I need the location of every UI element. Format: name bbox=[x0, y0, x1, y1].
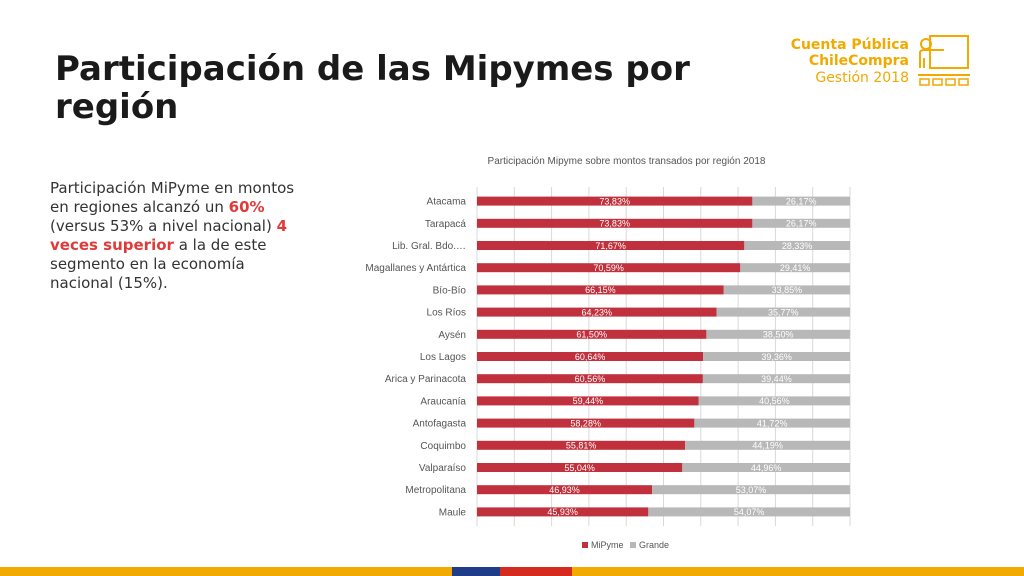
bar-grande bbox=[723, 285, 850, 295]
bar-grande bbox=[652, 485, 850, 495]
bar-mipyme bbox=[477, 263, 741, 273]
summary-text-part-3: a la de este segmento en la economía nac… bbox=[50, 236, 267, 292]
summary-highlight-times: 4 veces superior bbox=[50, 217, 288, 254]
bar-mipyme bbox=[477, 241, 745, 250]
bar-grande bbox=[698, 396, 850, 406]
chart-plot: Atacama 73,83% 26,17% Tarapacá 73,83% 26,17% L… bbox=[365, 187, 851, 550]
bottom-bar-segment bbox=[0, 567, 452, 576]
bar-mipyme bbox=[477, 196, 753, 206]
presenter-icon bbox=[918, 35, 970, 86]
category-label: Valparaíso bbox=[419, 463, 467, 474]
data-label: 61,50% bbox=[576, 330, 607, 340]
bar-mipyme bbox=[477, 218, 753, 228]
data-label: 29,41% bbox=[780, 263, 811, 273]
data-label: 64,23% bbox=[582, 307, 613, 317]
bar-grande bbox=[752, 196, 850, 206]
data-label: 28,33% bbox=[782, 241, 813, 251]
category-label: Tarapacá bbox=[425, 219, 467, 230]
bar-mipyme bbox=[477, 285, 724, 295]
bar-grande bbox=[744, 241, 850, 250]
data-label: 53,07% bbox=[736, 485, 767, 495]
bar-mipyme bbox=[477, 352, 704, 361]
logo-line-1: Cuenta Pública bbox=[790, 37, 909, 53]
chart-title: Participación Mipyme sobre montos transa… bbox=[487, 156, 766, 167]
data-label: 41,72% bbox=[757, 418, 788, 428]
data-label: 71,67% bbox=[595, 241, 626, 251]
slide-title: Participación de las Mipymes por región bbox=[55, 49, 690, 127]
legend-swatch bbox=[630, 542, 636, 548]
data-label: 38,50% bbox=[763, 330, 794, 340]
legend-label: MiPyme bbox=[591, 540, 624, 550]
data-label: 58,28% bbox=[570, 418, 601, 428]
bar-mipyme bbox=[477, 463, 683, 472]
category-label: Lib. Gral. Bdo.… bbox=[392, 241, 466, 252]
summary-text: Participación MiPyme en montos en region… bbox=[50, 179, 295, 293]
bar-grande bbox=[685, 440, 850, 450]
summary-text-part-2: (versus 53% a nivel nacional) bbox=[50, 217, 277, 235]
bar-mipyme bbox=[477, 440, 686, 450]
bar-grande bbox=[706, 329, 850, 339]
bar-grande bbox=[716, 307, 850, 317]
data-label: 54,07% bbox=[734, 507, 765, 517]
category-label: Antofagasta bbox=[413, 419, 467, 430]
category-label: Araucanía bbox=[420, 396, 466, 407]
bar-mipyme bbox=[477, 396, 699, 406]
bar-mipyme bbox=[477, 507, 649, 517]
data-label: 73,83% bbox=[599, 196, 630, 206]
data-label: 55,81% bbox=[566, 441, 597, 451]
data-label: 55,04% bbox=[564, 463, 595, 473]
legend-swatch bbox=[582, 542, 588, 548]
category-label: Arica y Parinacota bbox=[385, 374, 467, 385]
data-label: 26,17% bbox=[786, 196, 817, 206]
data-label: 33,85% bbox=[772, 285, 803, 295]
data-label: 40,56% bbox=[759, 396, 790, 406]
cuenta-publica-logo: Cuenta Pública ChileCompra Gestión 2018 bbox=[776, 34, 976, 94]
bar-grande bbox=[702, 374, 850, 384]
category-label: Los Ríos bbox=[427, 308, 466, 319]
category-label: Metropolitana bbox=[405, 485, 466, 496]
category-label: Magallanes y Antártica bbox=[365, 263, 466, 274]
logo-line-2: ChileCompra bbox=[808, 53, 909, 69]
regional-participation-chart: Participación Mipyme sobre montos transa… bbox=[330, 145, 950, 565]
bottom-color-bar bbox=[0, 567, 1024, 576]
category-label: Coquimbo bbox=[420, 441, 466, 452]
bottom-bar-segment bbox=[572, 567, 1024, 576]
bar-grande bbox=[694, 418, 850, 428]
bar-grande bbox=[682, 463, 850, 472]
logo-line-3: Gestión 2018 bbox=[815, 70, 909, 86]
data-label: 46,93% bbox=[549, 485, 580, 495]
bar-grande bbox=[703, 352, 850, 361]
data-label: 44,19% bbox=[752, 441, 783, 451]
summary-text-part-1: Participación MiPyme en montos en region… bbox=[50, 179, 295, 216]
bottom-bar-segment bbox=[500, 567, 572, 576]
bar-mipyme bbox=[477, 374, 703, 384]
category-label: Aysén bbox=[438, 330, 466, 341]
summary-highlight-percent: 60% bbox=[228, 198, 265, 216]
data-label: 26,17% bbox=[786, 219, 817, 229]
data-label: 60,64% bbox=[575, 352, 606, 362]
bar-mipyme bbox=[477, 307, 717, 317]
data-label: 35,77% bbox=[768, 307, 799, 317]
category-label: Los Lagos bbox=[420, 352, 466, 363]
legend-label: Grande bbox=[639, 540, 669, 550]
data-label: 73,83% bbox=[599, 219, 630, 229]
category-label: Atacama bbox=[427, 197, 467, 208]
data-label: 44,96% bbox=[751, 463, 782, 473]
data-label: 39,44% bbox=[761, 374, 792, 384]
category-label: Maule bbox=[439, 507, 467, 518]
data-label: 70,59% bbox=[593, 263, 624, 273]
data-label: 60,56% bbox=[575, 374, 606, 384]
bar-grande bbox=[740, 263, 850, 273]
data-label: 45,93% bbox=[547, 507, 578, 517]
bar-grande bbox=[648, 507, 850, 517]
bar-grande bbox=[752, 218, 850, 228]
category-label: Bío-Bío bbox=[433, 285, 467, 296]
bar-mipyme bbox=[477, 418, 695, 428]
data-label: 66,15% bbox=[585, 285, 616, 295]
data-label: 59,44% bbox=[573, 396, 604, 406]
bar-mipyme bbox=[477, 329, 707, 339]
data-label: 39,36% bbox=[761, 352, 792, 362]
bar-mipyme bbox=[477, 485, 653, 495]
bottom-bar-segment bbox=[452, 567, 500, 576]
